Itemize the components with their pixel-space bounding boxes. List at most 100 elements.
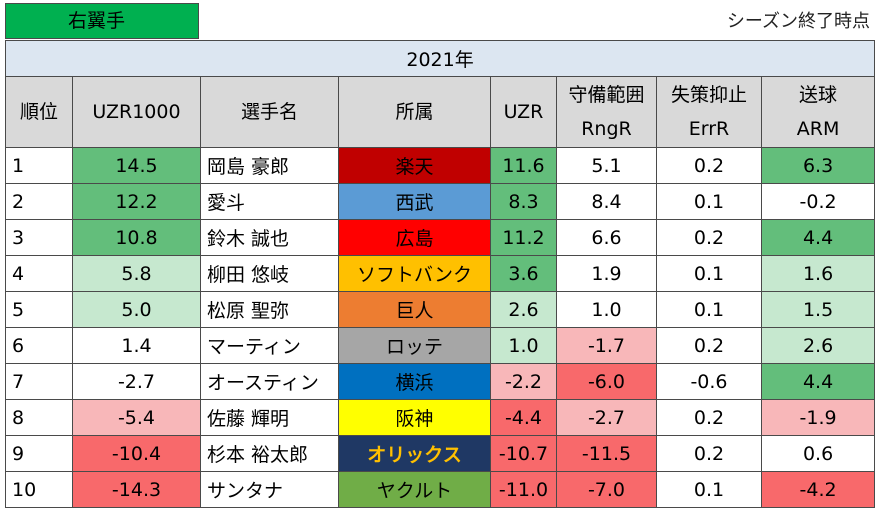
arm-cell: 0.6 xyxy=(760,435,876,472)
rank-cell: 8 xyxy=(5,399,73,436)
errr-cell: 0.1 xyxy=(656,255,762,292)
uzr-cell: 11.2 xyxy=(490,219,557,256)
table-row: 6 1.4 マーティン ロッテ 1.0 -1.7 0.2 2.6 xyxy=(5,327,876,364)
rank-cell: 9 xyxy=(5,435,73,472)
table-row: 10 -14.3 サンタナ ヤクルト -11.0 -7.0 0.1 -4.2 xyxy=(5,471,876,508)
errr-cell: 0.1 xyxy=(656,291,762,328)
year-label: 2021年 xyxy=(4,40,876,77)
header-errr: 失策抑止 ErrR xyxy=(656,76,762,148)
rngr-cell: -2.7 xyxy=(556,399,657,436)
table-row: 7 -2.7 オースティン 横浜 -2.2 -6.0 -0.6 4.4 xyxy=(5,363,876,400)
header-arm: 送球 ARM xyxy=(760,76,876,148)
team-cell: 西武 xyxy=(338,183,491,220)
errr-cell: 0.2 xyxy=(656,399,762,436)
errr-cell: 0.1 xyxy=(656,471,762,508)
team-cell: 広島 xyxy=(338,219,491,256)
player-name-cell: 岡島 豪郎 xyxy=(200,147,339,184)
rngr-cell: 8.4 xyxy=(556,183,657,220)
uzr1000-cell: 5.8 xyxy=(72,255,201,292)
header-rank: 順位 xyxy=(5,76,73,148)
arm-cell: 2.6 xyxy=(760,327,876,364)
table-row: 4 5.8 柳田 悠岐 ソフトバンク 3.6 1.9 0.1 1.6 xyxy=(5,255,876,292)
player-name-cell: 杉本 裕太郎 xyxy=(200,435,339,472)
player-name-cell: 佐藤 輝明 xyxy=(200,399,339,436)
header-arm-jp: 送球 xyxy=(799,84,838,106)
uzr-cell: 1.0 xyxy=(490,327,557,364)
uzr1000-cell: -10.4 xyxy=(72,435,201,472)
rank-cell: 4 xyxy=(5,255,73,292)
errr-cell: 0.1 xyxy=(656,183,762,220)
player-name-cell: サンタナ xyxy=(200,471,339,508)
arm-cell: -4.2 xyxy=(760,471,876,508)
rank-cell: 2 xyxy=(5,183,73,220)
header-row: 順位 UZR1000 選手名 所属 UZR 守備範囲 RngR 失策抑止 Err… xyxy=(5,76,876,148)
table-row: 1 14.5 岡島 豪郎 楽天 11.6 5.1 0.2 6.3 xyxy=(5,147,876,184)
uzr-cell: -4.4 xyxy=(490,399,557,436)
table-row: 2 12.2 愛斗 西武 8.3 8.4 0.1 -0.2 xyxy=(5,183,876,220)
position-label: 右翼手 xyxy=(5,3,199,39)
arm-cell: 4.4 xyxy=(760,363,876,400)
header-player: 選手名 xyxy=(200,76,339,148)
uzr1000-cell: 10.8 xyxy=(72,219,201,256)
header-team: 所属 xyxy=(338,76,491,148)
header-rngr-jp: 守備範囲 xyxy=(568,84,645,106)
rngr-cell: 5.1 xyxy=(556,147,657,184)
team-cell: 楽天 xyxy=(338,147,491,184)
rngr-cell: -7.0 xyxy=(556,471,657,508)
errr-cell: 0.2 xyxy=(656,147,762,184)
player-name-cell: 鈴木 誠也 xyxy=(200,219,339,256)
rngr-cell: 6.6 xyxy=(556,219,657,256)
year-row: 2021年 xyxy=(4,40,876,77)
errr-cell: 0.2 xyxy=(656,327,762,364)
arm-cell: -1.9 xyxy=(760,399,876,436)
table-row: 3 10.8 鈴木 誠也 広島 11.2 6.6 0.2 4.4 xyxy=(5,219,876,256)
rank-cell: 1 xyxy=(5,147,73,184)
team-cell: 横浜 xyxy=(338,363,491,400)
arm-cell: -0.2 xyxy=(760,183,876,220)
uzr-ranking-table: 2021年 順位 UZR1000 選手名 所属 UZR 守備範囲 RngR 失策… xyxy=(4,40,876,508)
timing-note: シーズン終了時点 xyxy=(726,11,870,32)
errr-cell: -0.6 xyxy=(656,363,762,400)
uzr1000-cell: -5.4 xyxy=(72,399,201,436)
player-name-cell: 柳田 悠岐 xyxy=(200,255,339,292)
arm-cell: 4.4 xyxy=(760,219,876,256)
table-row: 9 -10.4 杉本 裕太郎 オリックス -10.7 -11.5 0.2 0.6 xyxy=(5,435,876,472)
team-cell: 巨人 xyxy=(338,291,491,328)
uzr-cell: 2.6 xyxy=(490,291,557,328)
uzr1000-cell: -2.7 xyxy=(72,363,201,400)
uzr1000-cell: -14.3 xyxy=(72,471,201,508)
arm-cell: 1.6 xyxy=(760,255,876,292)
rngr-cell: -1.7 xyxy=(556,327,657,364)
rank-cell: 5 xyxy=(5,291,73,328)
rank-cell: 7 xyxy=(5,363,73,400)
uzr1000-cell: 12.2 xyxy=(72,183,201,220)
header-errr-jp: 失策抑止 xyxy=(670,84,747,106)
header-rngr-en: RngR xyxy=(581,118,632,140)
uzr-cell: -10.7 xyxy=(490,435,557,472)
rngr-cell: 1.0 xyxy=(556,291,657,328)
rngr-cell: -6.0 xyxy=(556,363,657,400)
team-cell: 阪神 xyxy=(338,399,491,436)
uzr-cell: 8.3 xyxy=(490,183,557,220)
arm-cell: 6.3 xyxy=(760,147,876,184)
table-row: 5 5.0 松原 聖弥 巨人 2.6 1.0 0.1 1.5 xyxy=(5,291,876,328)
header-arm-en: ARM xyxy=(796,118,840,140)
rank-cell: 6 xyxy=(5,327,73,364)
uzr1000-cell: 1.4 xyxy=(72,327,201,364)
uzr-cell: 3.6 xyxy=(490,255,557,292)
rngr-cell: -11.5 xyxy=(556,435,657,472)
rank-cell: 3 xyxy=(5,219,73,256)
header-rngr: 守備範囲 RngR xyxy=(556,76,657,148)
arm-cell: 1.5 xyxy=(760,291,876,328)
player-name-cell: オースティン xyxy=(200,363,339,400)
player-name-cell: マーティン xyxy=(200,327,339,364)
rank-cell: 10 xyxy=(5,471,73,508)
uzr-cell: 11.6 xyxy=(490,147,557,184)
uzr-cell: -11.0 xyxy=(490,471,557,508)
player-name-cell: 松原 聖弥 xyxy=(200,291,339,328)
team-cell: ロッテ xyxy=(338,327,491,364)
uzr-cell: -2.2 xyxy=(490,363,557,400)
errr-cell: 0.2 xyxy=(656,435,762,472)
rngr-cell: 1.9 xyxy=(556,255,657,292)
team-cell: オリックス xyxy=(338,435,491,472)
